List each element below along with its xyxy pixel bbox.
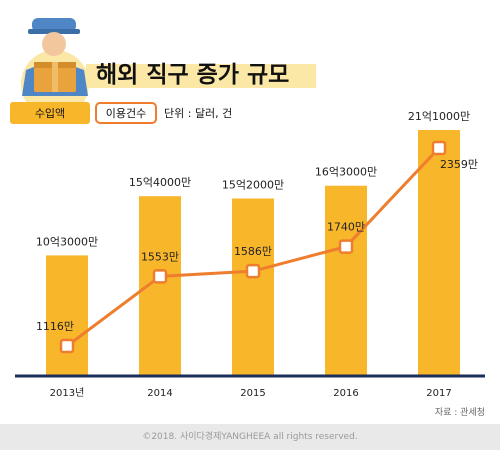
line-value-label: 1740만 [327,221,365,234]
line-point [431,140,447,156]
legend-line-label: 이용건수 [106,107,146,120]
line-point [59,338,75,354]
x-tick-label: 2013년 [50,387,85,399]
bar-value-label: 15억2000만 [222,179,284,192]
bar [46,255,88,375]
bar [232,198,274,375]
plot-area: 10억3000만 2013년 15억4000만 2014 15억2000만 2015 16억… [36,110,478,399]
bar [325,185,367,375]
x-tick-label: 2015 [240,388,265,399]
line-point [152,269,168,284]
worker-illustration [21,18,89,118]
line-point [245,263,261,279]
bar-value-label: 10억3000만 [36,235,98,248]
copyright-footer: ©2018. 사이다경제YANGHEEA all rights reserved… [0,424,500,450]
legend-bar-label: 수입액 [35,107,65,120]
title-banner [86,64,316,88]
legend-line-swatch [95,102,157,124]
bar-value-label: 21억1000만 [408,110,470,123]
bar [418,130,460,375]
x-tick-label: 2017 [426,388,451,399]
unit-note: 단위 : 달러, 건 [164,107,232,120]
x-tick-label: 2016 [333,388,358,399]
x-tick-label: 2014 [147,388,172,399]
line-value-label: 1116만 [36,320,74,333]
chart-title: 해외 직구 증가 규모 [96,62,289,88]
line-value-label: 1586만 [234,245,272,258]
line-point [338,239,354,254]
source-note: 자료 : 관세청 [435,407,485,418]
legend-bar-swatch [10,102,90,124]
line-value-label: 2359만 [440,158,478,171]
chart-stage: 해외 직구 증가 규모 수입액 이용건수 단위 : 달러, 건 10억3000만… [10,18,485,418]
line-value-label: 1553만 [141,250,179,263]
legend: 수입액 이용건수 단위 : 달러, 건 [10,102,232,124]
bar-value-label: 15억4000만 [129,176,191,189]
bar-value-label: 16억3000만 [315,166,377,179]
